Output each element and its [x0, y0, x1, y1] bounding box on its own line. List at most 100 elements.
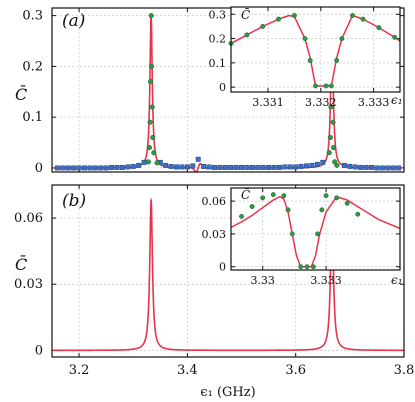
inset-a-x-tick-label: 3.331 — [252, 96, 284, 109]
panel-label-a: (a) — [62, 11, 85, 31]
panel-a-blue-square — [76, 165, 82, 171]
inset-a: 3.331 3.332 3.333 0 0.1 0.2 0.3 — [209, 6, 401, 109]
inset-a-green-dot — [376, 25, 382, 31]
panel-a-blue-square — [276, 164, 282, 170]
inset-a-y-label: C̄ — [241, 7, 250, 22]
panel-b-x-tick-label: 3.6 — [285, 363, 306, 378]
inset-a-y-tick-label: 0.2 — [209, 33, 227, 46]
panel-a-green-dot — [149, 63, 155, 69]
panel-a-blue-square — [195, 156, 201, 162]
panel-b-frame — [51, 184, 405, 358]
panel-a-blue-square — [249, 164, 255, 170]
y-axis-label-a: C̄ — [15, 83, 27, 104]
y-axis-label-b: C̄ — [15, 253, 27, 274]
panel-a-blue-square — [87, 165, 93, 171]
panel-a-blue-square — [114, 164, 120, 170]
panel-a-green-dot — [154, 160, 160, 166]
panel-a-blue-square — [174, 164, 180, 170]
inset-a-green-dot — [323, 83, 329, 89]
inset-a-green-dot — [302, 36, 308, 42]
panel-a-blue-square — [244, 164, 250, 170]
panel-a-blue-square — [314, 161, 320, 167]
x-axis-label: ϵ₁ (GHz) — [200, 385, 255, 400]
inset-a-green-dot — [244, 32, 250, 38]
inset-a-green-dot — [328, 83, 334, 89]
inset-b-green-dot — [239, 213, 245, 219]
panel-a-blue-square — [266, 164, 272, 170]
panel-a-y-tick-label: 0.2 — [22, 59, 43, 74]
inset-b-y-tick-label: 0.03 — [202, 228, 227, 241]
panel-a-green-dot — [326, 150, 332, 156]
panel-a-blue-square — [320, 159, 326, 165]
panel-a-blue-square — [206, 164, 212, 170]
panel-b-y-tick-label: 0.03 — [14, 277, 43, 292]
panel-a-green-dot — [150, 134, 156, 141]
inset-b-green-dot — [285, 207, 291, 213]
inset-a-green-dot — [350, 13, 355, 18]
inset-b-y-label: C̄ — [241, 187, 250, 202]
panel-a-blue-square — [179, 164, 185, 170]
panel-a-y-tick-label: 0 — [35, 161, 43, 176]
panel-a-blue-square — [201, 163, 207, 169]
inset-a-y-tick-label: 0 — [219, 81, 226, 94]
inset-b-green-dot — [323, 193, 329, 199]
inset-b-green-dot — [289, 231, 295, 237]
panel-a-green-dot — [327, 134, 333, 141]
inset-a-green-dot — [276, 16, 281, 22]
inset-b: 3.33 3.333 0 0.03 0.06 — [202, 187, 401, 287]
inset-b-green-dot — [319, 207, 325, 213]
panel-b-x-tick-label: 3.4 — [177, 363, 198, 378]
panel-a-blue-square — [347, 163, 353, 169]
panel-a-blue-square — [379, 165, 385, 171]
panel-a-green-dot — [146, 145, 153, 151]
inset-b-frame — [230, 187, 401, 271]
panel-a-blue-square — [228, 164, 234, 170]
inset-a-x-label: ϵ₁ — [391, 93, 403, 107]
panel-a-green-dot — [151, 150, 157, 156]
panel-a-blue-square — [54, 165, 60, 171]
inset-b-green-dot — [304, 264, 310, 270]
panel-a-green-dot — [148, 79, 154, 85]
panel-a-blue-square — [255, 164, 261, 170]
panel-a-blue-square — [352, 164, 358, 170]
panel-a-blue-square — [65, 165, 71, 171]
panel-a-blue-square — [119, 164, 125, 170]
panel-a-blue-square — [190, 163, 196, 169]
inset-b-x-tick-label: 3.33 — [250, 274, 275, 287]
panel-a-blue-square — [168, 163, 174, 169]
panel-a-blue-square — [293, 164, 299, 170]
panel-a-green-dot — [328, 104, 334, 110]
panel-a-y-tick-label: 0.1 — [22, 110, 43, 125]
panel-a-blue-square — [341, 162, 347, 168]
inset-b-green-dot — [260, 195, 266, 201]
panel-a-blue-square — [103, 165, 109, 171]
inset-a-green-dot — [392, 34, 398, 40]
panel-a-frame — [51, 7, 405, 173]
panel-a-blue-square — [82, 165, 87, 171]
inset-b-green-dot — [249, 204, 255, 210]
panel-a-blue-square — [260, 164, 266, 170]
inset-a-background — [231, 7, 400, 92]
panel-a-green-dot — [331, 145, 337, 151]
inset-a-y-tick-label: 0.1 — [209, 57, 227, 70]
inset-a-green-dot — [307, 57, 313, 63]
inset-b-x-tick-label: 3.333 — [310, 274, 342, 287]
panel-a-green-dot — [334, 162, 340, 168]
panel-a-blue-square — [222, 164, 228, 170]
inset-a-frame — [230, 6, 401, 93]
panel-a-blue-square — [92, 165, 98, 171]
panel-a-blue-square — [125, 164, 131, 170]
inset-a-green-dot — [334, 57, 340, 63]
inset-b-green-dot — [315, 231, 321, 237]
panel-a-blue-square — [136, 162, 142, 168]
inset-a-green-dot — [260, 23, 266, 29]
panel-a-blue-square — [212, 164, 217, 170]
panel-a-blue-square — [287, 164, 293, 170]
panel-a-blue-square — [271, 164, 277, 170]
panel-a-green-dot — [145, 159, 151, 165]
panel-a-blue-square — [184, 164, 190, 170]
panel-a-blue-square — [141, 159, 147, 165]
panel-a-blue-square — [374, 165, 380, 171]
panel-a-blue-square — [163, 162, 169, 168]
panel-b-x-tick-label: 3.2 — [69, 363, 90, 378]
